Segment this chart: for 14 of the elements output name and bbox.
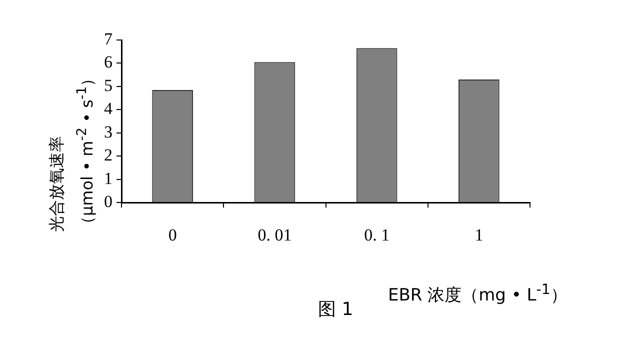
- x-tick-label: 0: [168, 225, 177, 244]
- x-axis-title: EBR 浓度（mg • L$^{-1}$）: [388, 282, 568, 307]
- x-tick-label: 0. 01: [258, 225, 292, 244]
- y-tick-label: 7: [104, 29, 113, 48]
- y-tick-label: 3: [104, 122, 112, 142]
- y-tick-label: 0: [104, 192, 112, 212]
- x-tick-label: 1: [474, 225, 484, 244]
- y-tick-label: 5: [104, 76, 112, 95]
- y-tick-label: 6: [104, 52, 112, 72]
- y-tick-label: 4: [104, 99, 113, 118]
- caption: 图 1: [318, 298, 354, 321]
- y-tick-label: 2: [104, 146, 112, 165]
- x-tick-label: 0. 1: [364, 225, 390, 244]
- y-tick-label: 1: [104, 168, 112, 188]
